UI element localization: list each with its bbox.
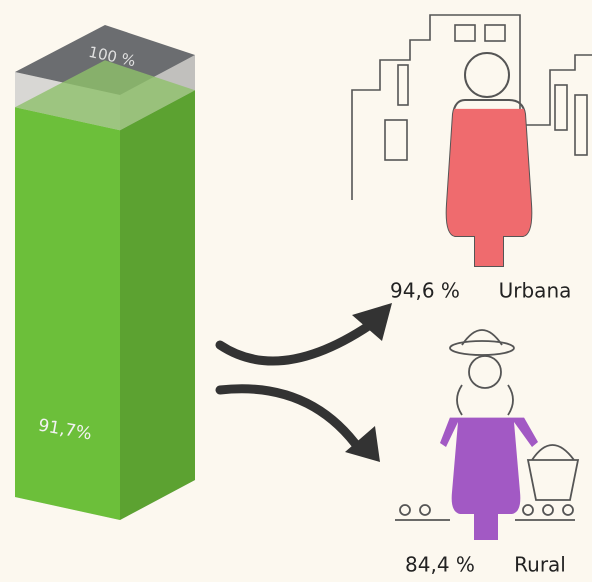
bar-fill-right [120, 90, 195, 521]
value-label: 84,4 % [405, 553, 475, 577]
bar-fill-top [15, 60, 195, 131]
urban-fill [446, 108, 532, 266]
bar-fill-left [15, 107, 120, 521]
rural-fill [440, 417, 538, 540]
arrows [215, 320, 375, 455]
city-outline [351, 14, 592, 200]
category-label: Rural [514, 553, 566, 577]
value-label: 94,6 % [390, 279, 460, 303]
arrowheads [345, 303, 392, 462]
category-label: Urbana [499, 279, 572, 303]
stacked-3d-bar: 100 %91,7% [15, 25, 195, 521]
rural-outline [395, 329, 580, 521]
